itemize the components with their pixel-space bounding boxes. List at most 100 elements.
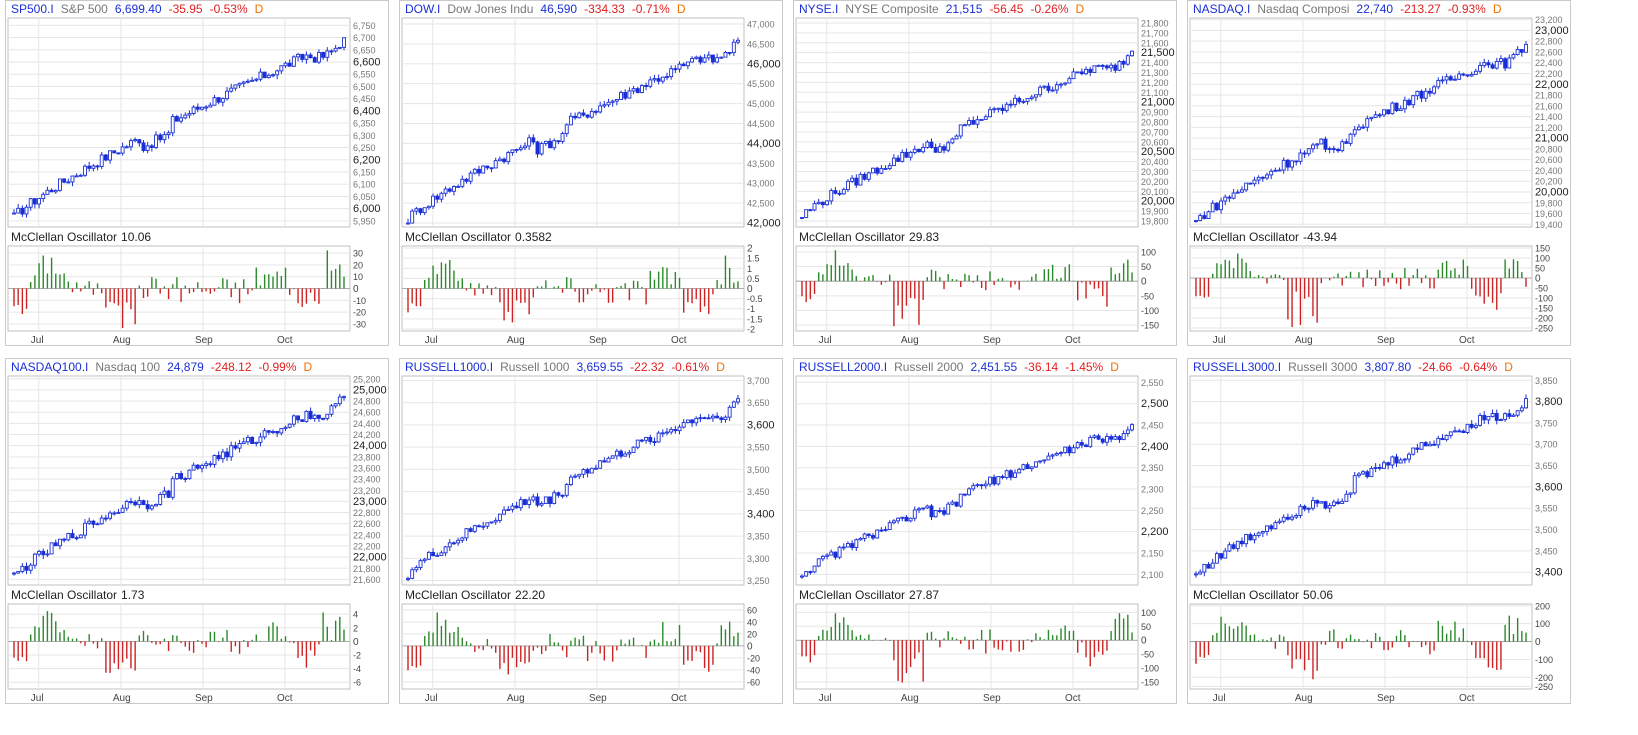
candle-body [431,195,436,207]
chart-panel[interactable]: RUSSELL3000.I Russell 3000 3,807.80 -24.66-… [1187,358,1571,704]
symbol-link[interactable]: NYSE.I [799,2,839,16]
oscillator-tick-label: -20 [747,653,760,663]
month-label: Aug [1295,693,1313,704]
candle-body [279,65,284,72]
chart-panel[interactable]: NASDAQ100.I Nasdaq 100 24,879 -248.12 -0.99%… [5,358,389,704]
price-tick-label: 42,500 [747,199,775,209]
period-button[interactable]: D [716,360,725,374]
price-tick-label: 42,000 [747,218,781,230]
candle-body [685,419,690,424]
price-plot-frame [1189,375,1533,586]
oscillator-tick-label: 0 [747,284,753,295]
period-button[interactable]: D [303,360,313,374]
candle-body [1478,415,1483,426]
oscillator-tick-label: -100 [1535,655,1553,665]
candle-body [447,542,452,548]
candle-body [879,529,884,532]
symbol-link[interactable]: NASDAQ.I [1193,2,1251,16]
symbol-link[interactable]: RUSSELL3000.I [1193,360,1282,374]
price-tick-label: 21,100 [1141,88,1169,98]
candle-body [200,465,204,469]
candle-body [1382,109,1386,116]
candle-body [1319,501,1324,504]
candle-body [141,142,146,151]
candle-body [439,552,444,556]
month-label: Jul [425,693,438,704]
price-change: -24.66 [1418,360,1453,374]
candle-body [958,124,963,137]
candle-body [112,150,117,154]
period-button[interactable]: D [1110,360,1119,374]
candle-body [468,528,473,532]
candle-body [929,141,934,148]
chart-svg: 3,850 3,800 3,750 3,700 3,650 3,600 3,550 3,500… [1189,375,1563,704]
candle-body [1382,462,1386,469]
candle-body [1256,532,1261,536]
candle-body [1038,460,1043,463]
candle-body [996,107,1001,110]
candle-body [342,37,346,48]
candle-body [614,99,619,102]
symbol-link[interactable]: NASDAQ100.I [11,360,89,374]
candle-body [983,116,988,120]
candle-body [594,467,598,470]
candle-body [719,56,724,59]
candle-body [204,463,209,467]
candle-body [296,53,301,58]
candle-body [556,140,561,143]
oscillator-tick-label: -2 [353,651,361,661]
candle-body [70,533,75,539]
month-label: Aug [113,335,131,346]
chart-panel[interactable]: RUSSELL1000.I Russell 1000 3,659.55 -22.32-… [399,358,783,704]
candle-body [1377,114,1382,117]
chart-panel[interactable]: RUSSELL2000.I Russell 2000 2,451.55 -36.14-… [793,358,1177,704]
candle-body [220,451,225,460]
candle-body [1033,94,1038,98]
price-tick-label: 6,100 [353,180,376,190]
candle-body [1478,65,1483,72]
candle-body [179,473,184,479]
candle-body [87,165,92,169]
candle-body [1340,500,1345,504]
candle-body [1398,459,1403,464]
candle-body [690,419,695,424]
chart-panel[interactable]: NYSE.I NYSE Composite 21,515 -56.45 -0.26% D 2… [793,0,1177,346]
candle-body [254,78,259,81]
candle-body [220,98,225,103]
price-tick-label: 3,550 [747,443,770,453]
period-button[interactable]: D [1504,360,1513,374]
candle-body [937,510,942,512]
candle-body [543,496,548,504]
candle-body [548,140,552,149]
candle-body [325,413,330,419]
candle-body [1008,103,1013,106]
candle-body [921,146,926,153]
candle-body [162,134,167,141]
period-button[interactable]: D [1075,2,1085,16]
period-button[interactable]: D [676,2,686,16]
candle-body [858,173,863,186]
candle-body [988,109,992,118]
candle-body [321,52,326,58]
price-tick-label: 20,800 [1141,118,1169,128]
oscillator-tick-label: -1 [747,304,755,314]
index-name: Russell 2000 [894,360,964,374]
candle-body [1013,97,1017,105]
chart-panel[interactable]: NASDAQ.I Nasdaq Composi 22,740 -213.27 -0.93… [1187,0,1571,346]
symbol-link[interactable]: RUSSELL1000.I [405,360,494,374]
candle-body [120,507,125,513]
chart-panel[interactable]: DOW.I Dow Jones Indu 46,590 -334.33 -0.71% D 4… [399,0,783,346]
month-label: Sep [1377,335,1395,346]
price-tick-label: 24,000 [353,440,387,452]
price-tick-label: 19,600 [1535,209,1563,219]
period-button[interactable]: D [254,2,264,16]
symbol-link[interactable]: RUSSELL2000.I [799,360,888,374]
chart-panel[interactable]: SP500.I S&P 500 6,699.40 -35.95 -0.53% D 6,750… [5,0,389,346]
candle-body [1323,501,1328,509]
symbol-link[interactable]: DOW.I [405,2,441,16]
symbol-link[interactable]: SP500.I [11,2,54,16]
period-button[interactable]: D [1492,2,1502,16]
candle-body [212,455,217,465]
candle-body [20,565,25,572]
oscillator-value: 27.87 [909,588,940,602]
